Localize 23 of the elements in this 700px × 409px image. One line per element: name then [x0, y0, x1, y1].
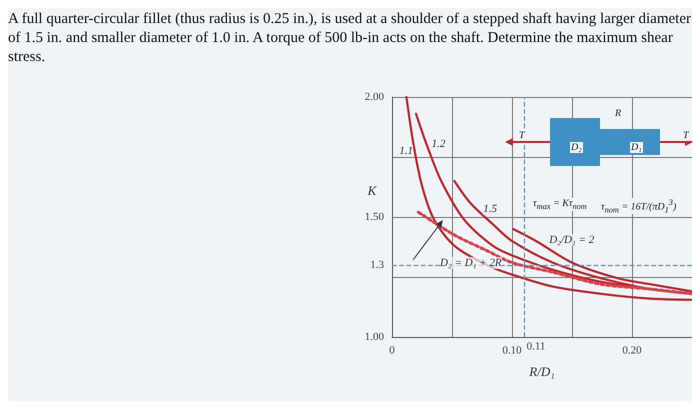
- ref-line-label: 1.3: [370, 259, 384, 271]
- annotation: τ$_{max}$ = Kτ$_{nom}$: [532, 198, 588, 211]
- annotation: T: [682, 130, 690, 141]
- x-tick-label: 0.10: [502, 344, 522, 356]
- x-axis-title: R/D₁: [528, 364, 555, 379]
- x-tick-label: 0: [389, 344, 396, 356]
- y-tick-label: 1.50: [364, 211, 384, 223]
- y-axis-title: K: [366, 183, 378, 198]
- annotation: T: [518, 130, 526, 141]
- annotation: 1.5: [483, 202, 497, 215]
- annotation: 1.2: [432, 138, 446, 150]
- annotation: D₁: [630, 142, 643, 153]
- annotation: D₂: [570, 142, 583, 153]
- x-tick-label: 0.20: [622, 344, 642, 356]
- annotation: D₂ = D₁ + 2R: [440, 256, 502, 269]
- ref-line-label: 0.11: [526, 340, 546, 352]
- annotation: D₂/D₁ = 2: [549, 234, 594, 246]
- chart-title: A full quarter-circular fillet (thus radius is 0.25 in.), is used at a shoulder of a stepped shaft having larger diameter of 1.5 in. and smaller diameter of 1.0 in. A torque of 500 lb-in acts on the shaft. Determine the maximum shear stress.: [8, 10, 692, 67]
- annotation: R: [614, 108, 622, 119]
- y-tick-label: 2.00: [364, 91, 384, 103]
- annotation: 1.1: [399, 145, 413, 157]
- y-tick-label: 1.00: [364, 331, 384, 343]
- annotation: τ$_{nom}$ = 16T/(πD$_{1}$$^{3}$): [600, 198, 678, 214]
